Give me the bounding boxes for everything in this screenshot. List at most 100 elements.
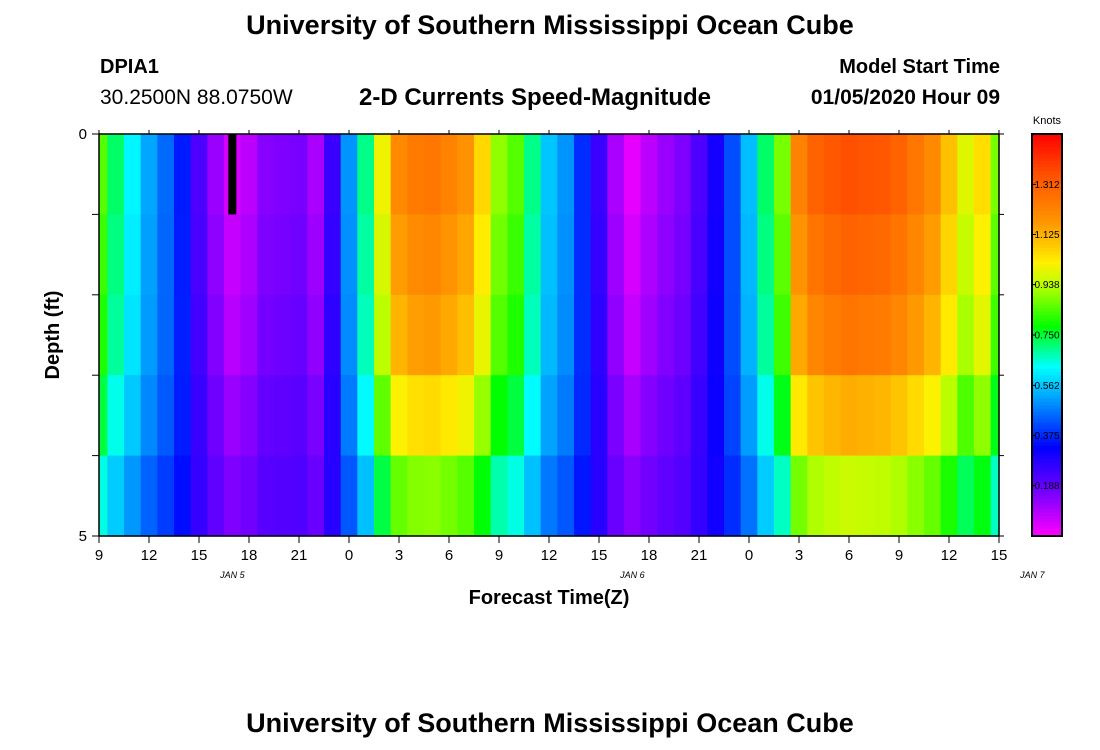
colorbar-swatch xyxy=(1032,301,1062,306)
x-tick-label: 18 xyxy=(641,547,658,564)
colorbar-swatch xyxy=(1032,144,1062,148)
colorbar-swatch xyxy=(1032,288,1062,293)
heatmap-cell xyxy=(357,134,375,215)
heatmap-cell xyxy=(890,455,908,537)
heatmap-cell xyxy=(340,214,358,296)
heatmap-cell xyxy=(99,455,108,537)
heatmap-cell xyxy=(307,294,325,376)
heatmap-cell xyxy=(274,134,292,215)
heatmap-cell xyxy=(357,455,375,537)
heatmap-cell xyxy=(774,134,792,215)
heatmap-cell xyxy=(924,134,942,215)
heatmap-cell xyxy=(890,375,908,457)
colorbar-swatch xyxy=(1032,415,1062,420)
colorbar-swatch xyxy=(1032,422,1062,427)
model-start-value: 01/05/2020 Hour 09 xyxy=(810,86,1000,109)
colorbar-swatch xyxy=(1032,237,1062,242)
heatmap-cell xyxy=(990,455,1000,537)
colorbar-swatch xyxy=(1032,244,1062,249)
colorbar-swatch xyxy=(1032,217,1062,222)
heatmap-cell xyxy=(390,294,408,376)
heatmap-cell xyxy=(324,294,342,376)
heatmap-cell xyxy=(874,294,892,376)
heatmap-cell xyxy=(124,375,142,457)
heatmap-cell xyxy=(157,375,175,457)
heatmap-cell xyxy=(407,214,425,296)
colorbar-swatch xyxy=(1032,385,1062,390)
heatmap-cell xyxy=(990,134,1000,215)
colorbar-swatch xyxy=(1032,475,1062,480)
heatmap-cell xyxy=(940,294,958,376)
colorbar-swatch xyxy=(1032,160,1062,165)
heatmap-cell xyxy=(557,134,575,215)
heatmap-cell xyxy=(874,214,892,296)
heatmap-cell xyxy=(774,214,792,296)
heatmap-cell xyxy=(890,294,908,376)
heatmap-cell xyxy=(757,375,775,457)
heatmap-cell xyxy=(590,134,608,215)
heatmap-cell xyxy=(524,455,542,537)
x-tick-label: 6 xyxy=(845,547,853,564)
heatmap-cell xyxy=(840,455,858,537)
heatmap-cell xyxy=(674,455,692,537)
heatmap-cell xyxy=(107,214,125,296)
colorbar-swatch xyxy=(1032,465,1062,470)
heatmap-cell xyxy=(907,375,925,457)
heatmap-cell xyxy=(690,134,708,215)
heatmap-cell xyxy=(190,214,208,296)
heatmap-cell xyxy=(240,134,258,215)
colorbar-swatch xyxy=(1032,197,1062,202)
heatmap-cell xyxy=(440,455,458,537)
heatmap-cell xyxy=(174,455,192,537)
heatmap-cell xyxy=(790,134,808,215)
heatmap-cell xyxy=(607,455,625,537)
heatmap-cell xyxy=(774,375,792,457)
colorbar-swatch xyxy=(1032,264,1062,269)
colorbar-swatch xyxy=(1032,338,1062,343)
heatmap-cell xyxy=(690,294,708,376)
heatmap-cell xyxy=(707,134,725,215)
heatmap-cell xyxy=(774,294,792,376)
heatmap-cell xyxy=(174,294,192,376)
y-tick-label: 0 xyxy=(79,126,87,143)
heatmap-cell xyxy=(407,294,425,376)
heatmap-cell xyxy=(824,375,842,457)
colorbar-swatch xyxy=(1032,398,1062,403)
heatmap-cell xyxy=(424,455,442,537)
heatmap-cell xyxy=(657,455,675,537)
heatmap-cell xyxy=(257,134,275,215)
heatmap-cell xyxy=(624,214,642,296)
heatmap-cell xyxy=(390,214,408,296)
heatmap-cell xyxy=(457,134,475,215)
heatmap-cell xyxy=(490,375,508,457)
colorbar-swatch xyxy=(1032,224,1062,229)
x-tick-label: 15 xyxy=(191,547,208,564)
heatmap-cell xyxy=(157,294,175,376)
heatmap-cell xyxy=(624,294,642,376)
heatmap-cell xyxy=(290,455,308,537)
heatmap-cell xyxy=(274,455,292,537)
heatmap-cell xyxy=(624,375,642,457)
colorbar-swatch xyxy=(1032,358,1062,363)
heatmap-cell xyxy=(640,375,658,457)
heatmap-cell xyxy=(290,214,308,296)
heatmap-cell xyxy=(574,214,592,296)
date-label: JAN 6 xyxy=(619,570,645,580)
model-start-label: Model Start Time xyxy=(839,56,1000,78)
heatmap-cell xyxy=(724,375,742,457)
colorbar-swatch xyxy=(1032,261,1062,266)
heatmap-cell xyxy=(407,375,425,457)
heatmap-cell xyxy=(590,214,608,296)
heatmap-cell xyxy=(174,375,192,457)
colorbar-swatch xyxy=(1032,137,1062,142)
heatmap-cell xyxy=(424,294,442,376)
heatmap-cell xyxy=(190,455,208,537)
heatmap-cell xyxy=(307,455,325,537)
heatmap-cell xyxy=(957,214,975,296)
heatmap-cell xyxy=(957,455,975,537)
heatmap-cell xyxy=(890,134,908,215)
colorbar-swatch xyxy=(1032,180,1062,185)
heatmap-cell xyxy=(240,214,258,296)
heatmap-cell xyxy=(640,214,658,296)
heatmap-cell xyxy=(174,214,192,296)
